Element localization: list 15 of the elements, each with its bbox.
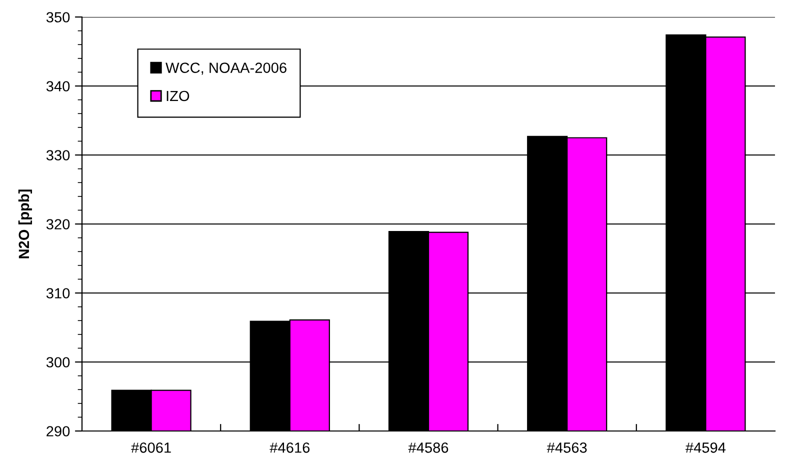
y-tick-label: 330 [46,150,70,160]
y-tick-label: 300 [46,357,70,368]
y-tick-label: 290 [46,426,70,436]
y-tick-label: 310 [46,288,70,298]
y-tick-label: 350 [46,12,70,22]
legend-label: WCC, NOAA-2006 [166,62,286,75]
x-tick-label: #4616 [270,442,310,453]
y-axis-title: N2O [ppb] [18,190,32,258]
x-tick-label: #6061 [131,442,171,453]
x-tick-label: #4586 [408,442,448,453]
x-tick-label: #4594 [685,442,726,453]
x-tick-label: #4563 [546,442,587,453]
legend-label: IZO [166,90,190,102]
y-tick-label: 320 [46,219,70,230]
y-tick-label: 340 [46,81,70,92]
